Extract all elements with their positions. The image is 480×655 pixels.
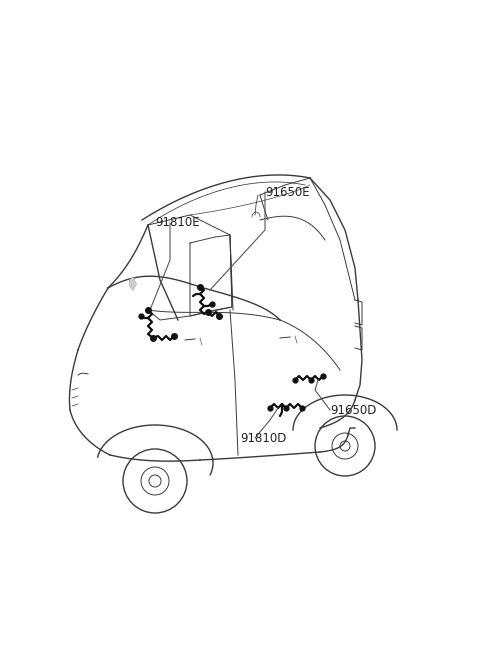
Text: 91810D: 91810D — [240, 432, 287, 445]
Text: 91650E: 91650E — [265, 185, 310, 198]
Text: 91810E: 91810E — [155, 217, 200, 229]
Polygon shape — [130, 278, 136, 290]
Text: 91650D: 91650D — [330, 403, 376, 417]
